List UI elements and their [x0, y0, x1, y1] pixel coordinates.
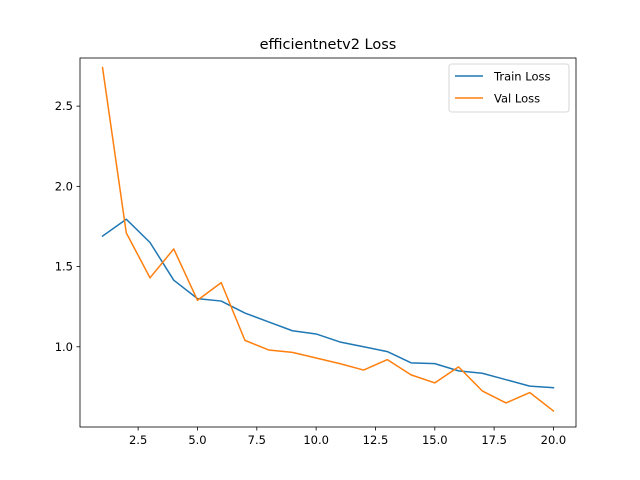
x-tick-label: 20.0	[541, 433, 567, 447]
series-line-train-loss	[101, 218, 555, 389]
x-tick-label: 7.5	[248, 433, 266, 447]
axes-frame	[79, 57, 577, 428]
x-tick-label: 10.0	[303, 433, 329, 447]
chart-legend: Train Loss Val Loss	[448, 63, 570, 113]
x-tick-label: 5.0	[188, 433, 206, 447]
chart-title: efficientnetv2 Loss	[260, 37, 397, 53]
x-tick-label: 12.5	[363, 433, 389, 447]
x-tick-label: 17.5	[481, 433, 507, 447]
series-line-val-loss	[101, 66, 555, 413]
y-tick-label: 1.0	[55, 340, 73, 354]
legend-label-train-loss: Train Loss	[493, 70, 550, 84]
plot-area: 2.5 5.0 7.5 10.0 12.5 15.0 17.5 20.0 1.0 1.5 2.0 2.…	[55, 57, 577, 447]
y-tick-label: 2.0	[55, 179, 73, 193]
y-tick-label: 2.5	[55, 99, 73, 113]
x-tick-label: 2.5	[129, 433, 147, 447]
y-tick-label: 1.5	[55, 260, 73, 274]
x-tick-label: 15.0	[422, 433, 448, 447]
legend-label-val-loss: Val Loss	[494, 92, 540, 106]
